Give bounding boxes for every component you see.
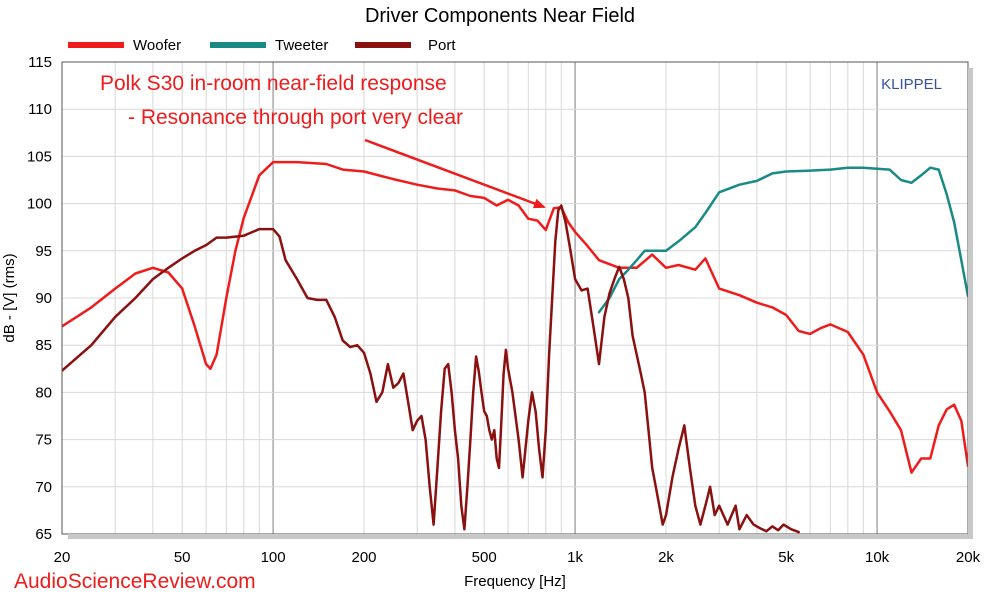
y-tick-label: 75	[35, 432, 52, 449]
x-tick-label: 20k	[956, 549, 981, 566]
x-tick-label: 2k	[658, 549, 674, 566]
annotation-arrow	[364, 138, 546, 209]
series-layer	[62, 160, 968, 534]
y-tick-label: 115	[28, 54, 52, 71]
y-tick-label: 105	[27, 148, 52, 165]
y-axis-label: dB - [V] (rms)	[1, 253, 18, 342]
y-tick-label: 95	[35, 243, 52, 260]
annotation-line-1: Polk S30 in-room near-field response	[100, 72, 447, 95]
y-tick-labels: 65 70 75 80 85 90 95 100 105 110 115	[27, 54, 52, 543]
x-tick-label: 200	[351, 549, 376, 566]
legend-label-port: Port	[428, 37, 456, 54]
x-tick-label: 1k	[567, 549, 583, 566]
y-tick-label: 65	[35, 526, 52, 543]
klippel-brand-label: KLIPPEL	[881, 76, 942, 93]
x-tick-label: 5k	[778, 549, 794, 566]
series-line-port	[62, 204, 800, 534]
legend: Woofer Tweeter Port	[68, 37, 456, 54]
legend-label-tweeter: Tweeter	[275, 37, 328, 54]
y-tick-label: 110	[28, 101, 52, 118]
grid	[61, 61, 969, 535]
y-tick-label: 85	[35, 337, 52, 354]
site-watermark: AudioScienceReview.com	[14, 570, 256, 593]
annotation-line-2: - Resonance through port very clear	[128, 106, 463, 129]
x-tick-label: 10k	[865, 549, 890, 566]
plot-frame-shadow	[68, 68, 973, 539]
x-tick-label: 100	[261, 549, 286, 566]
y-tick-label: 80	[35, 384, 52, 401]
x-tick-label: 20	[54, 549, 71, 566]
y-tick-label: 90	[35, 290, 52, 307]
y-tick-label: 100	[27, 196, 52, 213]
series-line-woofer	[62, 160, 968, 474]
y-tick-label: 70	[35, 479, 52, 496]
x-tick-labels: 20 50 100 200 500 1k 2k 5k 10k 20k	[54, 549, 981, 566]
x-axis-label: Frequency [Hz]	[464, 573, 566, 590]
series-line-tweeter	[597, 166, 968, 314]
x-tick-label: 500	[472, 549, 497, 566]
chart-title: Driver Components Near Field	[365, 5, 635, 27]
legend-label-woofer: Woofer	[133, 37, 181, 54]
x-tick-label: 50	[174, 549, 191, 566]
